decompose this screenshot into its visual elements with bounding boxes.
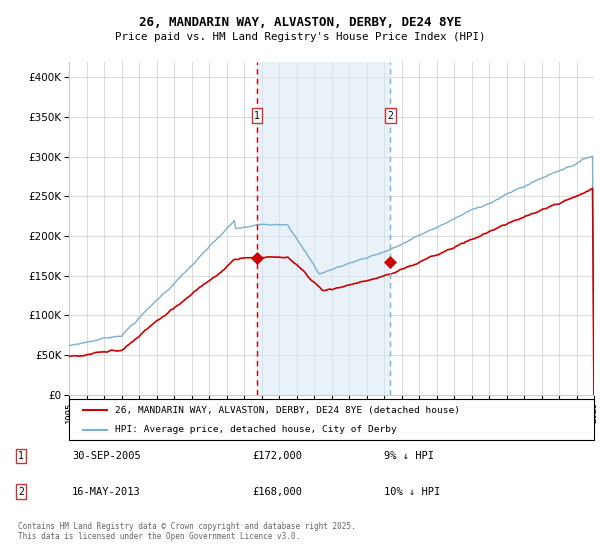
Text: £168,000: £168,000	[252, 487, 302, 497]
Text: 1: 1	[254, 110, 260, 120]
Text: 2: 2	[388, 110, 394, 120]
Text: 9% ↓ HPI: 9% ↓ HPI	[384, 451, 434, 461]
FancyBboxPatch shape	[69, 399, 594, 440]
Text: Price paid vs. HM Land Registry's House Price Index (HPI): Price paid vs. HM Land Registry's House …	[115, 32, 485, 43]
Bar	[257, 62, 391, 395]
Text: £172,000: £172,000	[252, 451, 302, 461]
Text: 16-MAY-2013: 16-MAY-2013	[72, 487, 141, 497]
Text: 30-SEP-2005: 30-SEP-2005	[72, 451, 141, 461]
Text: 26, MANDARIN WAY, ALVASTON, DERBY, DE24 8YE: 26, MANDARIN WAY, ALVASTON, DERBY, DE24 …	[139, 16, 461, 29]
Text: HPI: Average price, detached house, City of Derby: HPI: Average price, detached house, City…	[115, 425, 397, 434]
Text: 10% ↓ HPI: 10% ↓ HPI	[384, 487, 440, 497]
Text: Contains HM Land Registry data © Crown copyright and database right 2025.
This d: Contains HM Land Registry data © Crown c…	[18, 522, 356, 542]
Text: 26, MANDARIN WAY, ALVASTON, DERBY, DE24 8YE (detached house): 26, MANDARIN WAY, ALVASTON, DERBY, DE24 …	[115, 405, 460, 414]
Text: 2: 2	[18, 487, 24, 497]
Text: 1: 1	[18, 451, 24, 461]
